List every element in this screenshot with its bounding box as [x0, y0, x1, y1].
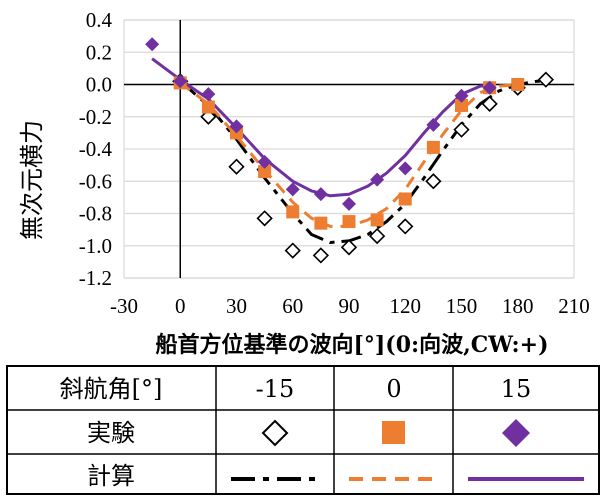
exp-point-1-1 — [201, 100, 215, 114]
exp-point-1-4 — [286, 205, 300, 219]
exp-point-0-2 — [228, 158, 245, 175]
legend-marker-15 — [502, 419, 530, 447]
exp-point-2-9 — [398, 161, 413, 176]
y-tick-label: -0.4 — [79, 137, 113, 161]
axes — [124, 20, 574, 278]
exp-point-0-6 — [340, 239, 358, 256]
x-tick-label: 210 — [558, 294, 590, 318]
legend-marker-0 — [382, 421, 405, 444]
y-tick-labels: 0.4 0.2 0.0 -0.2 -0.4 -0.6 -0.8 -1.0 -1.2 — [79, 8, 113, 290]
exp-point-0-8 — [397, 218, 414, 235]
x-tick-label: 150 — [446, 294, 478, 318]
exp-point-1-10 — [455, 98, 468, 112]
exp-point-2-8 — [370, 172, 385, 187]
exp-point-2-1 — [173, 74, 188, 89]
exp-point-0-3 — [256, 210, 273, 227]
y-tick-label: -0.8 — [79, 202, 112, 226]
x-tick-label: 30 — [226, 294, 247, 318]
exp-point-0-9 — [425, 173, 442, 190]
y-tick-label: 0.4 — [86, 8, 113, 32]
exp-point-2-11 — [454, 88, 469, 103]
legend-marker-minus15 — [261, 419, 289, 447]
y-tick-label: -1.2 — [79, 266, 112, 290]
experiment-series — [145, 37, 555, 264]
calc-line-2 — [151, 57, 496, 198]
exp-point-1-8 — [398, 192, 412, 206]
y-tick-label: 0.2 — [86, 40, 112, 64]
y-tick-label: -1.0 — [79, 234, 112, 258]
exp-point-2-6 — [313, 187, 328, 202]
x-axis-label: 船首方位基準の波向[°](0:向波,CW:+) — [155, 332, 548, 358]
exp-point-1-9 — [426, 140, 440, 154]
exp-point-1-5 — [314, 216, 328, 230]
exp-point-1-7 — [370, 213, 384, 227]
x-tick-label: 0 — [175, 294, 186, 318]
exp-point-2-10 — [426, 117, 441, 132]
x-tick-label: 90 — [339, 294, 360, 318]
x-tick-label: 120 — [390, 294, 422, 318]
exp-point-1-3 — [258, 165, 272, 179]
exp-point-0-4 — [284, 242, 301, 259]
y-tick-label: 0.0 — [86, 73, 112, 97]
exp-point-2-2 — [201, 87, 216, 102]
legend-col-15: 15 — [501, 375, 532, 403]
exp-point-2-0 — [145, 37, 160, 52]
exp-point-2-7 — [342, 196, 356, 211]
x-tick-labels: -30 0 30 60 90 120 150 180 210 — [110, 294, 590, 318]
x-tick-label: -30 — [110, 294, 138, 318]
exp-point-0-11 — [481, 95, 498, 112]
legend-col-minus15: -15 — [256, 375, 295, 403]
plot-area — [123, 19, 575, 279]
exp-point-2-4 — [257, 154, 272, 169]
legend-table: 斜航角[°] -15 0 15 実験 計算 — [6, 365, 600, 495]
x-tick-label: 180 — [502, 294, 534, 318]
legend-col-0: 0 — [386, 375, 401, 403]
x-tick-label: 60 — [282, 294, 303, 318]
exp-point-1-12 — [511, 78, 525, 91]
y-tick-label: -0.6 — [79, 169, 112, 193]
exp-point-0-10 — [453, 121, 470, 138]
legend-header-label: 斜航角[°] — [60, 375, 163, 403]
exp-point-2-12 — [482, 80, 497, 95]
plot-border — [123, 19, 575, 279]
exp-point-0-7 — [368, 227, 386, 245]
exp-point-2-5 — [285, 182, 300, 197]
exp-point-2-3 — [229, 119, 244, 134]
exp-point-0-5 — [312, 247, 330, 264]
y-tick-label: -0.2 — [79, 105, 112, 129]
exp-point-1-6 — [342, 215, 356, 229]
exp-point-0-13 — [537, 71, 555, 88]
legend-row-calculation: 計算 — [87, 462, 135, 490]
legend-row-experiment: 実験 — [87, 419, 135, 447]
y-axis-label: 無次元横力 — [18, 120, 46, 240]
